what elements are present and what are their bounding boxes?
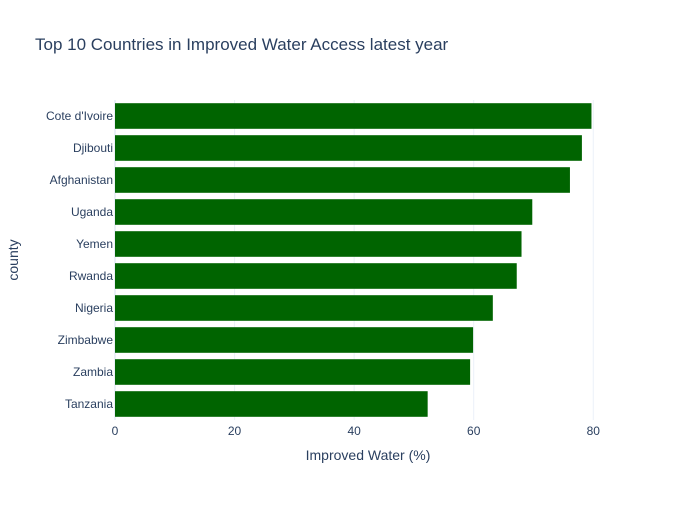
bars — [115, 103, 592, 417]
x-tick-label-40: 40 — [347, 424, 361, 438]
y-tick-label-zimbabwe: Zimbabwe — [58, 333, 114, 347]
x-tick-label-0: 0 — [112, 424, 119, 438]
bar-zambia[interactable] — [115, 359, 471, 385]
y-tick-label-uganda: Uganda — [71, 205, 113, 219]
chart-title: Top 10 Countries in Improved Water Acces… — [35, 35, 449, 54]
bar-cote-d-ivoire[interactable] — [115, 103, 592, 129]
y-axis-title: county — [5, 239, 21, 280]
y-axis-tick-labels: Cote d'Ivoire Djibouti Afghanistan Uganda Ye… — [46, 109, 113, 411]
y-tick-label-cote-d-ivoire: Cote d'Ivoire — [46, 109, 113, 123]
bar-rwanda[interactable] — [115, 263, 517, 289]
y-tick-label-tanzania: Tanzania — [65, 397, 113, 411]
bar-uganda[interactable] — [115, 199, 533, 225]
bar-nigeria[interactable] — [115, 295, 493, 321]
bar-zimbabwe[interactable] — [115, 327, 474, 353]
y-tick-label-zambia: Zambia — [73, 365, 113, 379]
y-tick-label-djibouti: Djibouti — [73, 141, 113, 155]
x-tick-label-20: 20 — [228, 424, 242, 438]
bar-tanzania[interactable] — [115, 391, 428, 417]
y-tick-label-rwanda: Rwanda — [69, 269, 113, 283]
x-axis-tick-labels: 0 20 40 60 80 — [112, 424, 601, 438]
y-tick-label-yemen: Yemen — [76, 237, 113, 251]
y-tick-label-nigeria: Nigeria — [75, 301, 113, 315]
bar-djibouti[interactable] — [115, 135, 582, 161]
y-tick-label-afghanistan: Afghanistan — [50, 173, 113, 187]
x-tick-label-60: 60 — [467, 424, 481, 438]
bar-yemen[interactable] — [115, 231, 522, 257]
x-tick-label-80: 80 — [587, 424, 601, 438]
x-axis-title: Improved Water (%) — [306, 447, 431, 463]
bar-afghanistan[interactable] — [115, 167, 570, 193]
